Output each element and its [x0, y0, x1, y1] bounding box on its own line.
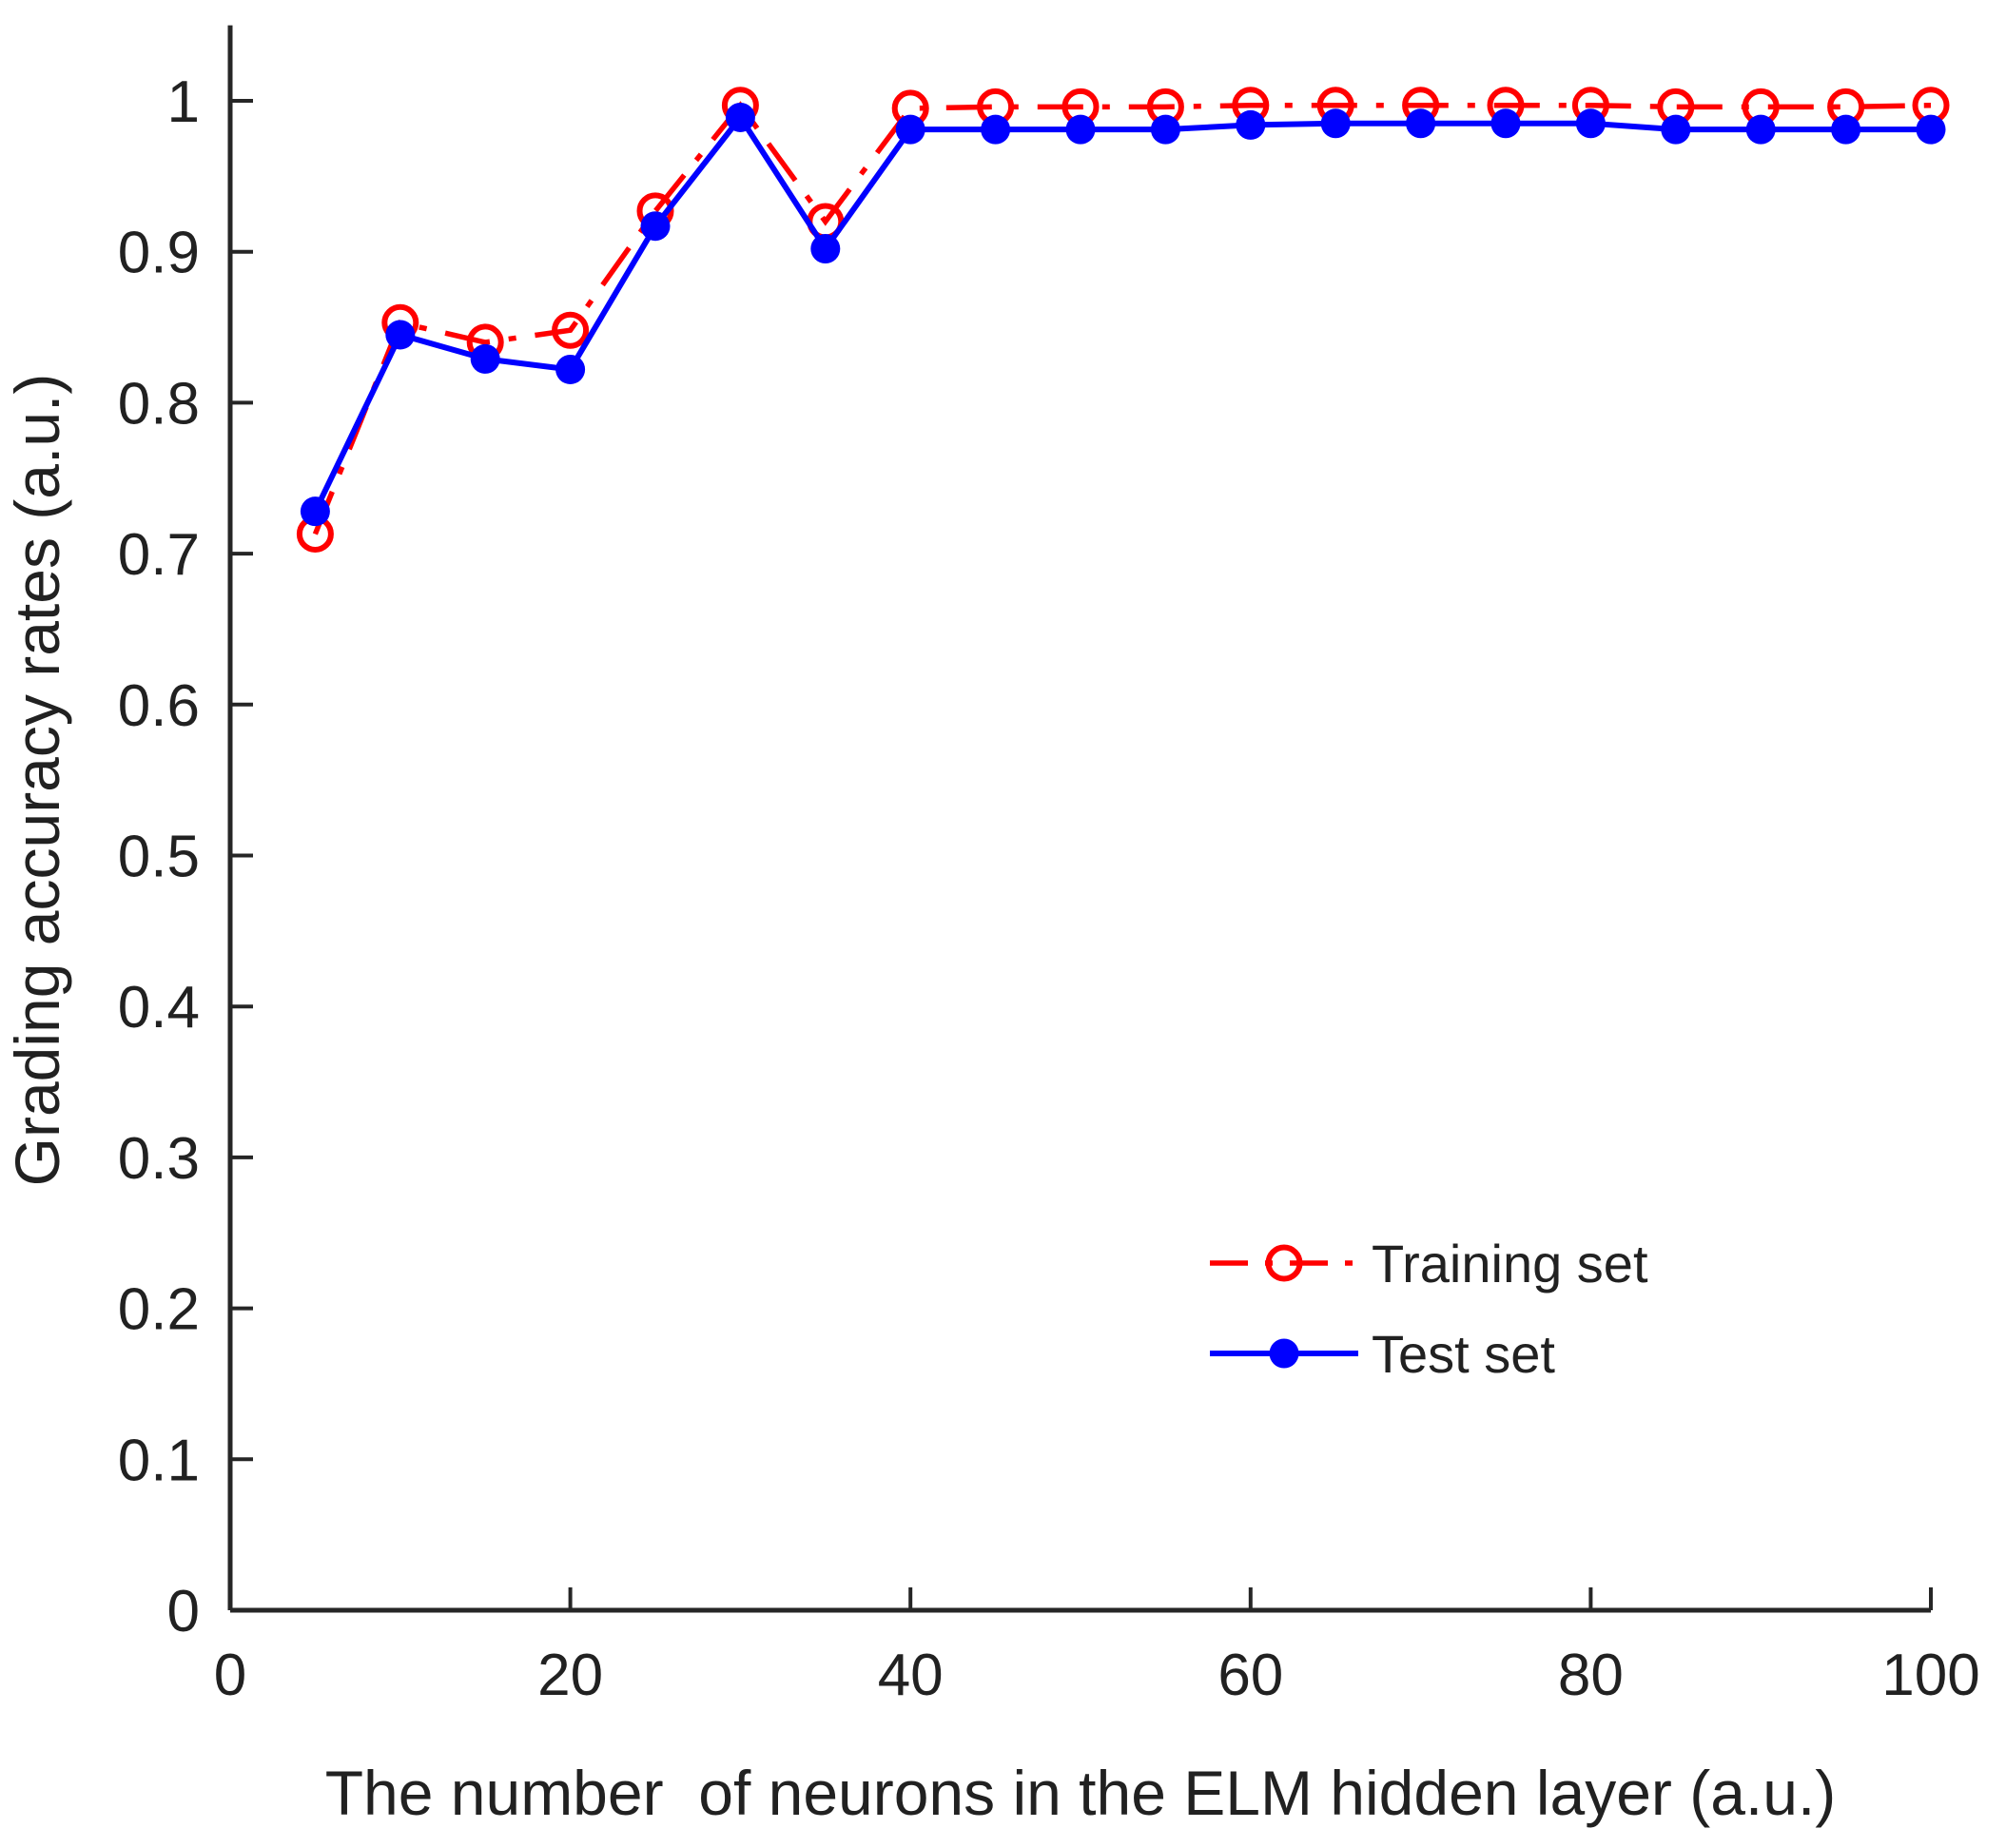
- test-set-marker: [895, 114, 925, 145]
- legend-label-test-set: Test set: [1372, 1324, 1555, 1384]
- x-tick-label: 80: [1558, 1643, 1624, 1708]
- test-set-marker: [1831, 114, 1861, 145]
- y-tick-label: 0.5: [118, 825, 200, 890]
- x-tick-label: 40: [878, 1643, 944, 1708]
- y-tick-label: 0.2: [118, 1277, 200, 1343]
- test-set-marker: [1916, 114, 1946, 145]
- test-set-marker: [725, 102, 755, 132]
- y-tick-label: 0.7: [118, 522, 200, 588]
- y-tick-label: 0.9: [118, 221, 200, 286]
- y-tick-label: 0.1: [118, 1428, 200, 1493]
- legend-marker-training-set: [1265, 1244, 1303, 1282]
- legend: Training set Test set: [1210, 1234, 1648, 1384]
- y-tick-label: 0: [167, 1579, 200, 1644]
- test-set-marker: [1406, 108, 1436, 139]
- test-set-marker: [470, 343, 500, 374]
- test-set-marker: [385, 320, 416, 350]
- test-set-marker: [981, 114, 1011, 145]
- test-set-marker: [640, 211, 671, 242]
- y-tick-label: 0.6: [118, 673, 200, 739]
- test-set-marker: [1150, 114, 1180, 145]
- x-tick-label: 60: [1217, 1643, 1283, 1708]
- series-layer: [296, 87, 1950, 553]
- y-axis-label: Grading accuracy rates (a.u.): [2, 374, 72, 1187]
- test-set-marker: [1236, 109, 1266, 140]
- test-set-marker: [1320, 108, 1351, 139]
- legend-label-training-set: Training set: [1372, 1234, 1648, 1294]
- test-set-marker: [555, 354, 586, 384]
- y-tick-label: 0.8: [118, 371, 200, 437]
- x-tick-label: 100: [1881, 1643, 1979, 1708]
- x-tick-label: 0: [214, 1643, 246, 1708]
- y-tick-label: 1: [167, 69, 200, 135]
- test-set-marker: [1745, 114, 1776, 145]
- test-set-marker: [1575, 108, 1606, 139]
- test-set-marker: [1490, 108, 1521, 139]
- axes-layer: 0 20 40 60 80 100 0 0.1 0.2 0.3 0.4 0.5 0.6 0.7 0.8 0.9…: [118, 25, 1980, 1708]
- test-set-marker: [300, 496, 330, 527]
- x-tick-label: 20: [537, 1643, 603, 1708]
- legend-marker-test-set: [1269, 1338, 1299, 1369]
- y-tick-label: 0.4: [118, 975, 200, 1041]
- training-set-marker: [552, 311, 590, 349]
- y-tick-label: 0.3: [118, 1126, 200, 1192]
- test-set-marker: [810, 234, 841, 264]
- test-set-marker: [1065, 114, 1096, 145]
- x-axis-label: The number of neurons in the ELM hidden …: [325, 1758, 1837, 1828]
- test-set-line: [312, 112, 1931, 513]
- test-set-marker: [1661, 114, 1691, 145]
